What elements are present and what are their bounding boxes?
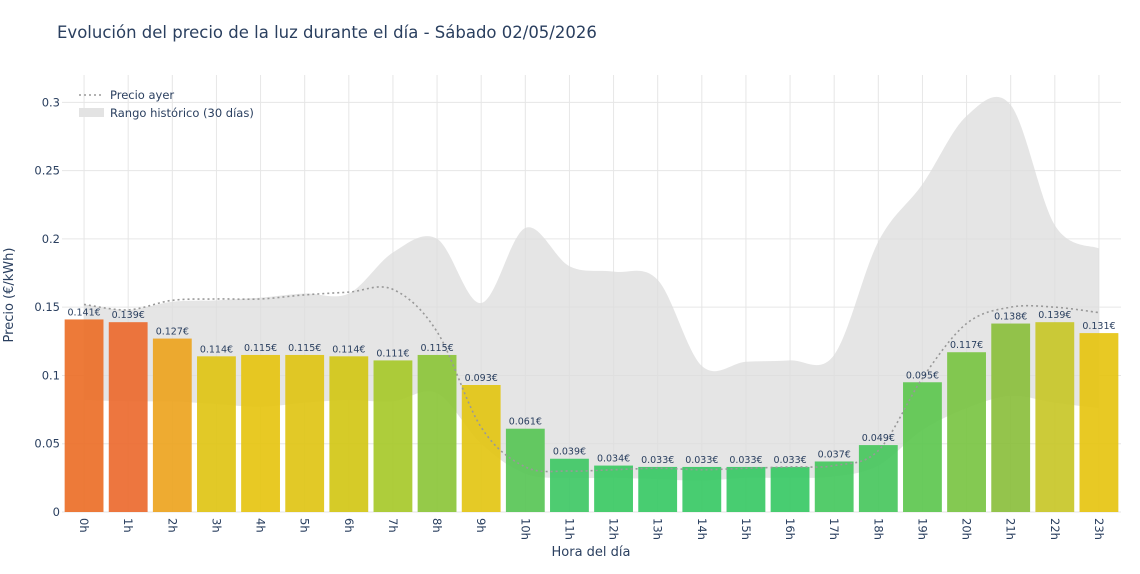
bar-23h[interactable] — [1079, 333, 1119, 512]
x-tick-label: 12h — [607, 518, 621, 540]
y-tick-label: 0.1 — [42, 368, 60, 382]
bar-value-label: 0.114€ — [332, 344, 365, 355]
bar-value-label: 0.127€ — [156, 327, 189, 338]
legend-item-yesterday[interactable]: Precio ayer — [110, 88, 174, 102]
bar-value-label: 0.141€ — [67, 307, 100, 318]
x-tick-label: 1h — [121, 518, 135, 533]
legend-item-historical-range[interactable]: Rango histórico (30 días) — [110, 106, 254, 120]
x-tick-label: 13h — [651, 518, 665, 540]
x-tick-label: 10h — [518, 518, 532, 540]
y-tick-label: 0.3 — [42, 95, 60, 109]
x-axis-ticks: 0h 1h 2h 3h 4h 5h 6h 7h 8h 9h 10h 11h 12h 13h 14h 15h 16… — [77, 518, 1106, 540]
bar-4h[interactable] — [241, 354, 280, 512]
bar-13h[interactable] — [638, 466, 678, 512]
bar-9h[interactable] — [461, 384, 501, 512]
bar-value-label: 0.139€ — [1038, 310, 1071, 321]
bar-5h[interactable] — [285, 354, 325, 512]
bar-value-label: 0.061€ — [509, 417, 542, 428]
bar-value-label: 0.033€ — [641, 455, 674, 466]
bar-18h[interactable] — [858, 445, 898, 512]
bar-11h[interactable] — [550, 458, 589, 512]
x-tick-label: 21h — [1004, 518, 1018, 540]
yesterday-price-line — [83, 286, 1100, 473]
bar-value-label: 0.115€ — [244, 343, 277, 354]
y-tick-label: 0 — [53, 505, 60, 519]
x-tick-label: 18h — [871, 518, 885, 540]
bar-value-label: 0.033€ — [729, 455, 762, 466]
bar-8h[interactable] — [417, 354, 457, 512]
bar-value-label: 0.034€ — [597, 454, 630, 465]
bar-19h[interactable] — [903, 382, 942, 512]
x-tick-label: 7h — [386, 518, 400, 533]
x-tick-label: 15h — [739, 518, 753, 540]
bar-15h[interactable] — [726, 466, 766, 512]
x-tick-label: 2h — [165, 518, 179, 533]
bar-value-label: 0.131€ — [1082, 321, 1115, 332]
chart-title: Evolución del precio de la luz durante e… — [57, 23, 597, 42]
historical-range-area — [84, 96, 1099, 481]
bar-1h[interactable] — [108, 322, 148, 512]
bar-value-label: 0.114€ — [200, 344, 233, 355]
x-tick-label: 8h — [430, 518, 444, 533]
bar-value-labels: 0.141€ 0.139€ 0.127€ 0.114€ 0.115€ 0.115€ 0.11… — [67, 307, 1115, 465]
bar-value-label: 0.037€ — [818, 449, 851, 460]
x-tick-label: 16h — [783, 518, 797, 540]
bar-10h[interactable] — [505, 428, 545, 512]
bar-value-label: 0.033€ — [685, 455, 718, 466]
y-tick-label: 0.05 — [34, 437, 60, 451]
x-tick-label: 3h — [209, 518, 223, 533]
bar-20h[interactable] — [947, 352, 986, 512]
bars — [64, 319, 1119, 512]
bar-value-label: 0.117€ — [950, 340, 983, 351]
x-tick-label: 19h — [915, 518, 929, 540]
bar-value-label: 0.039€ — [553, 447, 586, 458]
bar-value-label: 0.115€ — [420, 343, 453, 354]
x-axis-title: Hora del día — [552, 545, 631, 560]
bar-14h[interactable] — [682, 466, 722, 512]
x-tick-label: 9h — [474, 518, 488, 533]
y-tick-label: 0.15 — [34, 300, 60, 314]
bar-21h[interactable] — [991, 323, 1031, 512]
bar-value-label: 0.033€ — [773, 455, 806, 466]
x-tick-label: 22h — [1048, 518, 1062, 540]
x-tick-label: 14h — [695, 518, 709, 540]
bar-6h[interactable] — [329, 356, 369, 512]
x-tick-label: 5h — [298, 518, 312, 533]
yesterday-price-path — [83, 286, 1100, 473]
x-tick-label: 20h — [960, 518, 974, 540]
legend-band-swatch — [79, 108, 104, 117]
y-tick-label: 0.2 — [42, 232, 60, 246]
x-tick-label: 6h — [342, 518, 356, 533]
bar-12h[interactable] — [594, 465, 633, 512]
bar-0h[interactable] — [64, 319, 104, 512]
y-axis-ticks: 0 0.05 0.1 0.15 0.2 0.25 0.3 — [34, 95, 60, 519]
x-tick-label: 17h — [827, 518, 841, 540]
bar-value-label: 0.093€ — [465, 373, 498, 384]
bar-value-label: 0.049€ — [862, 433, 895, 444]
bar-16h[interactable] — [770, 466, 810, 512]
historical-range-band — [84, 96, 1099, 481]
bar-value-label: 0.095€ — [906, 370, 939, 381]
bar-17h[interactable] — [814, 461, 854, 512]
bar-value-label: 0.115€ — [288, 343, 321, 354]
x-tick-label: 11h — [562, 518, 576, 540]
bar-7h[interactable] — [373, 360, 413, 512]
bar-3h[interactable] — [197, 356, 236, 512]
legend: Precio ayer Rango histórico (30 días) — [79, 88, 254, 120]
x-tick-label: 4h — [254, 518, 268, 533]
bar-value-label: 0.111€ — [376, 348, 409, 359]
x-tick-label: 23h — [1092, 518, 1106, 540]
bar-value-label: 0.138€ — [994, 312, 1027, 323]
bar-value-label: 0.139€ — [112, 310, 145, 321]
bar-2h[interactable] — [152, 338, 192, 512]
x-tick-label: 0h — [77, 518, 91, 533]
bar-22h[interactable] — [1035, 322, 1075, 512]
y-axis-title: Precio (€/kWh) — [2, 248, 17, 343]
y-tick-label: 0.25 — [34, 164, 60, 178]
